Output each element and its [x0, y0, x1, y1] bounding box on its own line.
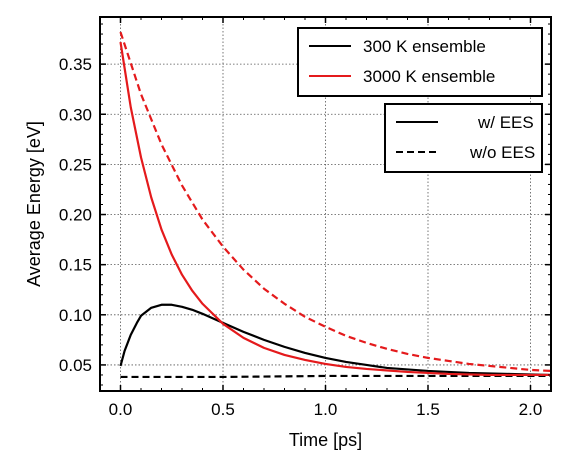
- y-tick-label-3: 0.20: [59, 206, 92, 225]
- x-tick-label-4: 2.0: [519, 400, 543, 419]
- x-axis-label: Time [ps]: [289, 430, 362, 450]
- legend-label-with-ees: w/ EES: [477, 113, 534, 132]
- series-line-3000-k-ensemble-without-ees: [119, 31, 551, 373]
- series-lines: [119, 31, 551, 379]
- y-tick-label-4: 0.25: [59, 155, 92, 174]
- x-tick-label-3: 1.5: [416, 400, 440, 419]
- legend-ensemble: 300 K ensemble 3000 K ensemble: [297, 27, 543, 97]
- x-tick-label-2: 1.0: [314, 400, 338, 419]
- y-axis-label: Average Energy [eV]: [24, 121, 44, 287]
- y-tick-label-5: 0.30: [59, 105, 92, 124]
- y-tick-label-0: 0.05: [59, 356, 92, 375]
- x-tick-label-1: 0.5: [211, 400, 235, 419]
- y-tick-label-2: 0.15: [59, 256, 92, 275]
- legend-ees-box: [384, 103, 543, 173]
- plot-area-frame: [99, 16, 552, 392]
- legend-label-without-ees: w/o EES: [469, 143, 535, 162]
- series-line-3000-k-ensemble-with-ees: [119, 41, 551, 377]
- legend-label-3000k: 3000 K ensemble: [363, 67, 495, 86]
- y-tick-label-6: 0.35: [59, 55, 92, 74]
- legend-ensemble-box: [297, 27, 543, 97]
- axis-ticks: 0.0 0.5 1.0 1.5 2.0 0.05 0.10 0.15 0.20 0.25 0.30 0…: [59, 17, 552, 419]
- x-tick-label-0: 0.0: [109, 400, 133, 419]
- series-line-300-k-ensemble-with-ees: [119, 303, 551, 377]
- y-tick-label-1: 0.10: [59, 306, 92, 325]
- series-line-300-k-ensemble-without-ees: [120, 374, 551, 379]
- legend-label-300k: 300 K ensemble: [363, 37, 486, 56]
- legend-ees: w/ EES w/o EES: [384, 103, 543, 173]
